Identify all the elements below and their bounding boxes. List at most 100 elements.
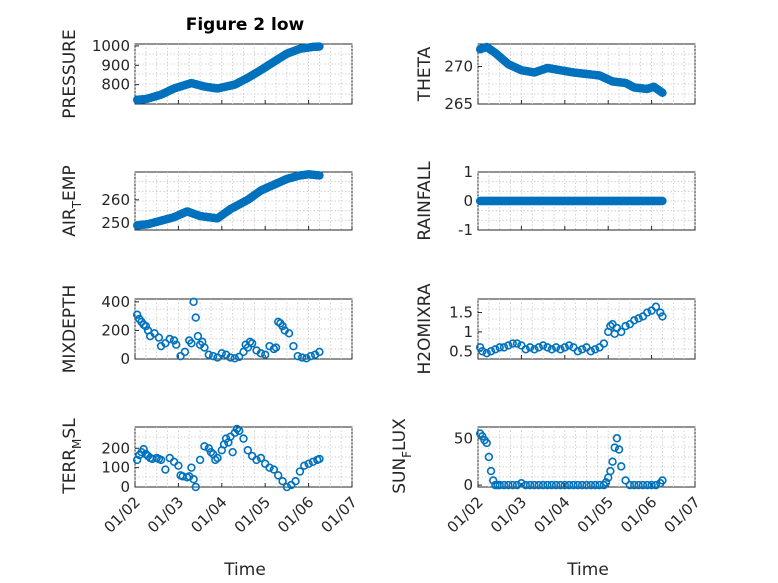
data-point — [226, 353, 235, 362]
ytick-label: 265 — [444, 95, 473, 113]
data-point — [521, 345, 530, 354]
ytick-label: 400 — [101, 293, 130, 311]
data-point — [289, 341, 298, 351]
data-point — [141, 321, 151, 331]
data-point — [573, 347, 583, 356]
data-point — [564, 341, 574, 350]
data-point — [315, 42, 324, 51]
data-point — [161, 339, 170, 348]
data-point — [643, 480, 652, 490]
data-point — [517, 479, 526, 488]
data-point — [295, 467, 305, 476]
data-point — [658, 312, 667, 321]
data-point — [193, 331, 203, 341]
data-point — [243, 446, 253, 455]
xtick-label: 01/05 — [574, 493, 617, 536]
data-point — [630, 316, 639, 325]
ytick-label: 100 — [101, 459, 130, 477]
data-point — [239, 434, 248, 443]
data-point — [482, 348, 491, 358]
data-point — [191, 313, 200, 322]
ylabel-terr-msl: TERRMSL — [60, 418, 84, 495]
data-point — [297, 353, 307, 362]
data-point — [521, 480, 530, 490]
data-point — [169, 336, 179, 345]
data-point — [534, 480, 543, 490]
ytick-label: 200 — [101, 439, 130, 457]
data-point — [156, 455, 166, 465]
data-point — [658, 196, 667, 206]
data-point — [630, 480, 639, 490]
xlabel-right: Time — [566, 560, 609, 580]
data-point — [486, 466, 496, 476]
data-point — [601, 478, 611, 487]
data-point — [132, 310, 142, 319]
data-point — [556, 480, 565, 490]
data-point — [217, 349, 227, 358]
xtick-label: 01/03 — [144, 493, 187, 536]
data-point — [265, 463, 274, 472]
ytick-label: 1.5 — [449, 304, 473, 322]
data-point — [512, 480, 522, 490]
data-point — [658, 88, 667, 97]
data-point — [213, 453, 222, 463]
data-point — [608, 457, 617, 466]
data-point — [213, 353, 222, 362]
data-point — [525, 480, 535, 490]
data-point — [569, 480, 578, 490]
data-point — [195, 455, 205, 465]
data-point — [302, 354, 311, 363]
ylabel-mixdepth: MIXDEPTH — [60, 285, 80, 374]
data-point — [658, 476, 667, 485]
data-point — [315, 454, 324, 464]
ytick-label: 0 — [120, 478, 130, 496]
data-point — [172, 340, 181, 349]
xtick-label: 01/02 — [444, 493, 487, 536]
data-point — [304, 459, 313, 468]
data-point — [495, 480, 504, 490]
data-point — [150, 329, 159, 338]
data-point — [154, 333, 164, 342]
data-point — [208, 351, 218, 361]
data-point — [551, 343, 561, 352]
data-point — [610, 443, 619, 452]
data-point — [564, 480, 574, 490]
data-point — [577, 480, 587, 490]
data-point — [247, 339, 257, 348]
data-point — [293, 351, 302, 361]
xtick-label: 01/06 — [617, 493, 660, 536]
data-point — [577, 345, 587, 354]
data-point — [525, 343, 535, 352]
xtick-label: 01/06 — [274, 493, 317, 536]
data-point — [234, 352, 244, 362]
data-point — [189, 297, 198, 307]
data-point — [269, 465, 279, 474]
ylabel-pressure: PRESSURE — [60, 29, 80, 118]
data-point — [306, 351, 315, 361]
data-point — [206, 447, 216, 457]
data-point — [482, 438, 491, 448]
data-point — [621, 321, 630, 331]
ylabel-sun-flux: SUNFLUX — [390, 418, 414, 494]
data-point — [647, 480, 656, 490]
data-point — [300, 461, 309, 470]
data-point — [187, 339, 196, 348]
data-point — [284, 329, 294, 338]
data-point — [132, 455, 142, 465]
data-point — [180, 347, 190, 357]
data-point — [547, 345, 556, 354]
data-point — [504, 480, 513, 490]
data-point — [495, 343, 504, 352]
ytick-label: -1 — [458, 221, 473, 239]
data-point — [643, 308, 652, 317]
ytick-label: 1 — [463, 163, 473, 181]
data-point — [256, 349, 266, 358]
data-point — [252, 455, 261, 465]
ytick-label: 1 — [463, 323, 473, 341]
data-point — [234, 426, 244, 436]
xlabel-left: Time — [223, 560, 266, 580]
ytick-label: 270 — [444, 58, 473, 76]
